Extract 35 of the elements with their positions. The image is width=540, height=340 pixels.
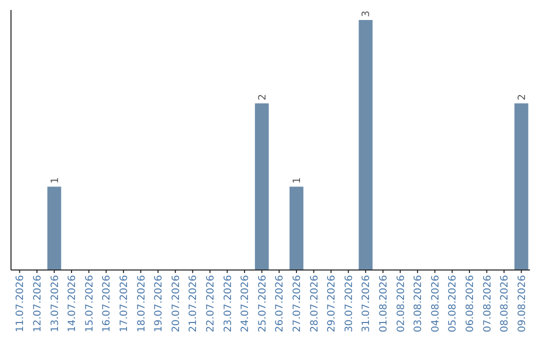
x-tick-label: 25.07.2026 (257, 275, 268, 332)
data-label: 2 (257, 94, 268, 100)
x-tick-label: 12.07.2026 (32, 275, 44, 332)
x-tick-label: 15.07.2026 (84, 275, 96, 332)
x-tick-label: 06.08.2026 (464, 275, 476, 332)
x-tick-label: 08.08.2026 (500, 275, 511, 332)
x-tick-label: 02.08.2026 (396, 275, 407, 332)
x-tick-label: 05.08.2026 (448, 275, 459, 332)
x-tick-label: 16.07.2026 (102, 275, 113, 332)
data-label: 3 (361, 10, 372, 17)
data-label: 2 (516, 94, 528, 100)
x-tick-label: 14.07.2026 (67, 275, 78, 332)
x-tick-label: 28.07.2026 (309, 275, 320, 332)
x-tick-label: 22.07.2026 (205, 275, 216, 332)
x-tick-label: 20.07.2026 (170, 275, 182, 332)
x-tick-label: 09.08.2026 (516, 275, 528, 332)
x-tick-label: 27.07.2026 (292, 275, 303, 332)
x-tick-label: 26.07.2026 (274, 275, 286, 332)
x-tick-label: 11.07.2026 (15, 275, 26, 332)
x-tick-label: 31.07.2026 (361, 275, 372, 332)
x-tick-label: 24.07.2026 (240, 275, 252, 332)
data-label: 1 (292, 177, 303, 184)
x-tick-label: 19.07.2026 (154, 275, 165, 332)
x-tick-label: 13.07.2026 (50, 275, 61, 332)
x-tick-label: 30.07.2026 (344, 275, 355, 332)
x-tick-label: 18.07.2026 (136, 275, 148, 332)
x-tick-label: 29.07.2026 (326, 275, 338, 332)
x-tick-label: 04.08.2026 (430, 275, 442, 332)
x-tick-label: 03.08.2026 (413, 275, 424, 332)
x-tick-label: 17.07.2026 (118, 275, 130, 332)
x-tick-label: 07.08.2026 (482, 275, 494, 332)
x-tick-label: 23.07.2026 (222, 275, 234, 332)
x-tick-label: 01.08.2026 (378, 275, 390, 332)
data-label: 1 (50, 177, 61, 184)
x-tick-label: 21.07.2026 (188, 275, 200, 332)
